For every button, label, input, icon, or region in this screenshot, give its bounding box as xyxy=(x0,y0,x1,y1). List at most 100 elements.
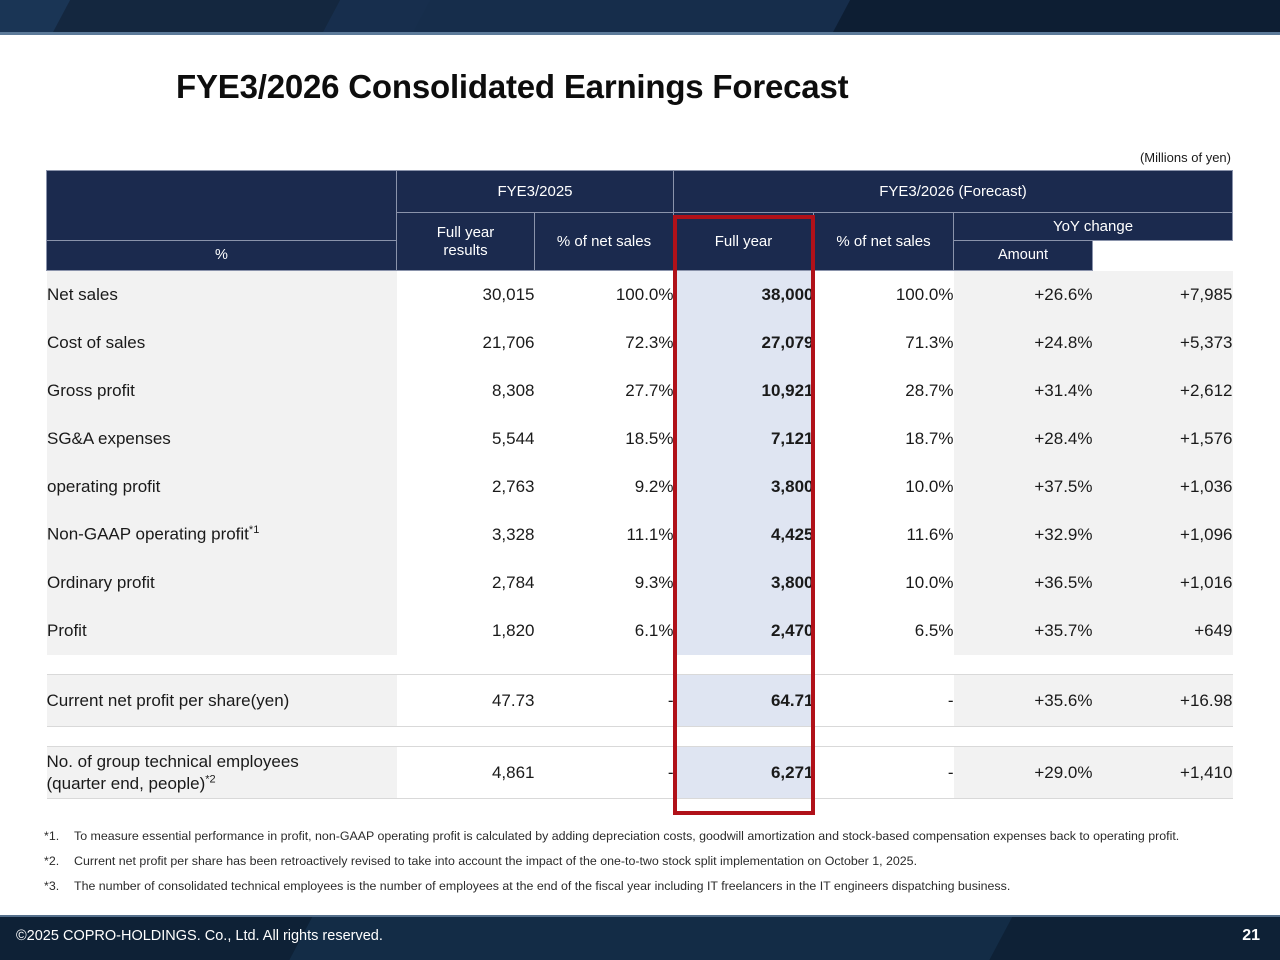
cell-forecast-pct: - xyxy=(813,674,954,727)
header-col-pct-net-sales-prior: % of net sales xyxy=(534,212,674,271)
page-number: 21 xyxy=(1242,927,1260,944)
cell-forecast-value: 27,079 xyxy=(673,318,814,367)
table-row: Non-GAAP operating profit*1 3,328 11.1% 4,4… xyxy=(46,510,1233,559)
footer-rule xyxy=(0,915,1280,917)
table-header-row-subgroups: Full year results% of net sales Full year%… xyxy=(47,212,1233,271)
cell-yoy-pct: +35.6% xyxy=(953,674,1093,727)
cell-forecast-value: 10,921 xyxy=(673,366,814,415)
footnote-item: *1. To measure essential performance in p… xyxy=(44,828,1234,846)
footnote-marker: *2 xyxy=(205,772,216,785)
table-row: Gross profit 8,308 27.7% 10,921 28.7% +31.4% +… xyxy=(46,366,1233,415)
footnote-marker-label: *3. xyxy=(44,878,60,893)
cell-yoy-amount: +7,985 xyxy=(1092,270,1233,319)
cell-forecast-pct: - xyxy=(813,746,954,799)
footnotes: *1. To measure essential performance in p… xyxy=(44,828,1234,903)
table-spacer-row xyxy=(46,654,1233,675)
cell-prior-value: 2,763 xyxy=(396,462,535,511)
cell-prior-value: 8,308 xyxy=(396,366,535,415)
row-label: Cost of sales xyxy=(46,318,397,367)
cell-yoy-amount: +1,016 xyxy=(1092,558,1233,607)
cell-prior-pct: 6.1% xyxy=(534,606,674,655)
cell-prior-pct: 9.2% xyxy=(534,462,674,511)
banner-shape-d xyxy=(821,0,1280,32)
cell-yoy-amount: +2,612 xyxy=(1092,366,1233,415)
cell-prior-value: 1,820 xyxy=(396,606,535,655)
earnings-table-wrapper: FYE3/2025 FYE3/2026 (Forecast) Full year re… xyxy=(46,170,1233,799)
header-group-yoy: YoY change xyxy=(953,212,1233,241)
cell-yoy-amount: +649 xyxy=(1092,606,1233,655)
cell-forecast-value: 4,425 xyxy=(673,510,814,559)
table-row: Profit 1,820 6.1% 2,470 6.5% +35.7% +649 xyxy=(46,606,1233,655)
copyright-text: ©2025 COPRO-HOLDINGS. Co., Ltd. All righ… xyxy=(16,928,383,944)
cell-forecast-pct: 10.0% xyxy=(813,558,954,607)
cell-yoy-pct: +35.7% xyxy=(953,606,1093,655)
cell-forecast-value: 38,000 xyxy=(673,270,814,319)
cell-prior-pct: - xyxy=(534,746,674,799)
cell-yoy-amount: +16.98 xyxy=(1092,674,1233,727)
row-label: Ordinary profit xyxy=(46,558,397,607)
footnote-text: To measure essential performance in prof… xyxy=(74,829,1180,843)
cell-yoy-pct: +24.8% xyxy=(953,318,1093,367)
cell-forecast-value: 3,800 xyxy=(673,558,814,607)
footer-shape xyxy=(276,915,1024,960)
row-label: Net sales xyxy=(46,270,397,319)
header-col-pct-net-sales-forecast: % of net sales xyxy=(813,212,954,271)
cell-forecast-value: 2,470 xyxy=(673,606,814,655)
table-header-row-groups: FYE3/2025 FYE3/2026 (Forecast) xyxy=(46,170,1233,241)
row-label: Profit xyxy=(46,606,397,655)
top-banner xyxy=(0,0,1280,32)
cell-forecast-value: 7,121 xyxy=(673,414,814,463)
row-label: Gross profit xyxy=(46,366,397,415)
cell-forecast-pct: 10.0% xyxy=(813,462,954,511)
cell-forecast-pct: 100.0% xyxy=(813,270,954,319)
table-spacer-row xyxy=(46,726,1233,747)
cell-prior-value: 3,328 xyxy=(396,510,535,559)
cell-prior-value: 5,544 xyxy=(396,414,535,463)
table-row: Ordinary profit 2,784 9.3% 3,800 10.0% +36.5%… xyxy=(46,558,1233,607)
cell-forecast-pct: 71.3% xyxy=(813,318,954,367)
footnote-text: Current net profit per share has been re… xyxy=(74,853,918,868)
table-header-row-yoy-cols: % Amount xyxy=(46,240,1233,271)
header-group-forecast: FYE3/2026 (Forecast) xyxy=(673,170,1233,213)
footnote-item: *3. The number of consolidated technical … xyxy=(44,878,1234,896)
cell-forecast-pct: 18.7% xyxy=(813,414,954,463)
table-row-extra: No. of group technical employees (quarter… xyxy=(46,746,1233,799)
row-label: No. of group technical employees (quarter… xyxy=(46,746,397,799)
earnings-table: FYE3/2025 FYE3/2026 (Forecast) Full year re… xyxy=(46,170,1233,799)
cell-forecast-value: 64.71 xyxy=(673,674,814,727)
cell-yoy-pct: +32.9% xyxy=(953,510,1093,559)
page-title: FYE3/2026 Consolidated Earnings Forecast xyxy=(176,68,849,105)
cell-prior-pct: 27.7% xyxy=(534,366,674,415)
header-col-yoy-amount: Amount xyxy=(953,240,1093,271)
row-label: Non-GAAP operating profit*1 xyxy=(46,510,397,559)
footnote-marker-label: *1. xyxy=(44,829,60,843)
banner-shape-c xyxy=(311,0,909,32)
unit-note: (Millions of yen) xyxy=(1139,150,1231,165)
table-row-extra: Current net profit per share(yen) 47.73 -6… xyxy=(46,674,1233,727)
cell-yoy-amount: +1,410 xyxy=(1092,746,1233,799)
cell-forecast-value: 3,800 xyxy=(673,462,814,511)
table-row: operating profit 2,763 9.2% 3,800 10.0% +37.5… xyxy=(46,462,1233,511)
cell-forecast-pct: 11.6% xyxy=(813,510,954,559)
row-label: Current net profit per share(yen) xyxy=(46,674,397,727)
footnote-marker-label: *2. xyxy=(44,853,60,868)
cell-yoy-amount: +1,576 xyxy=(1092,414,1233,463)
row-label: SG&A expenses xyxy=(46,414,397,463)
cell-yoy-amount: +5,373 xyxy=(1092,318,1233,367)
cell-prior-pct: 11.1% xyxy=(534,510,674,559)
cell-yoy-amount: +1,096 xyxy=(1092,510,1233,559)
banner-rule xyxy=(0,32,1280,35)
header-col-yoy-pct: % xyxy=(46,240,397,271)
cell-prior-value: 4,861 xyxy=(396,746,535,799)
cell-prior-value: 2,784 xyxy=(396,558,535,607)
cell-yoy-pct: +28.4% xyxy=(953,414,1093,463)
header-corner-blank xyxy=(46,170,397,241)
cell-prior-value: 30,015 xyxy=(396,270,535,319)
cell-prior-value: 21,706 xyxy=(396,318,535,367)
cell-prior-pct: 9.3% xyxy=(534,558,674,607)
cell-yoy-pct: +36.5% xyxy=(953,558,1093,607)
footnote-item: *2. Current net profit per share has been… xyxy=(44,853,1234,871)
row-label: operating profit xyxy=(46,462,397,511)
cell-yoy-pct: +31.4% xyxy=(953,366,1093,415)
cell-prior-value: 47.73 xyxy=(396,674,535,727)
